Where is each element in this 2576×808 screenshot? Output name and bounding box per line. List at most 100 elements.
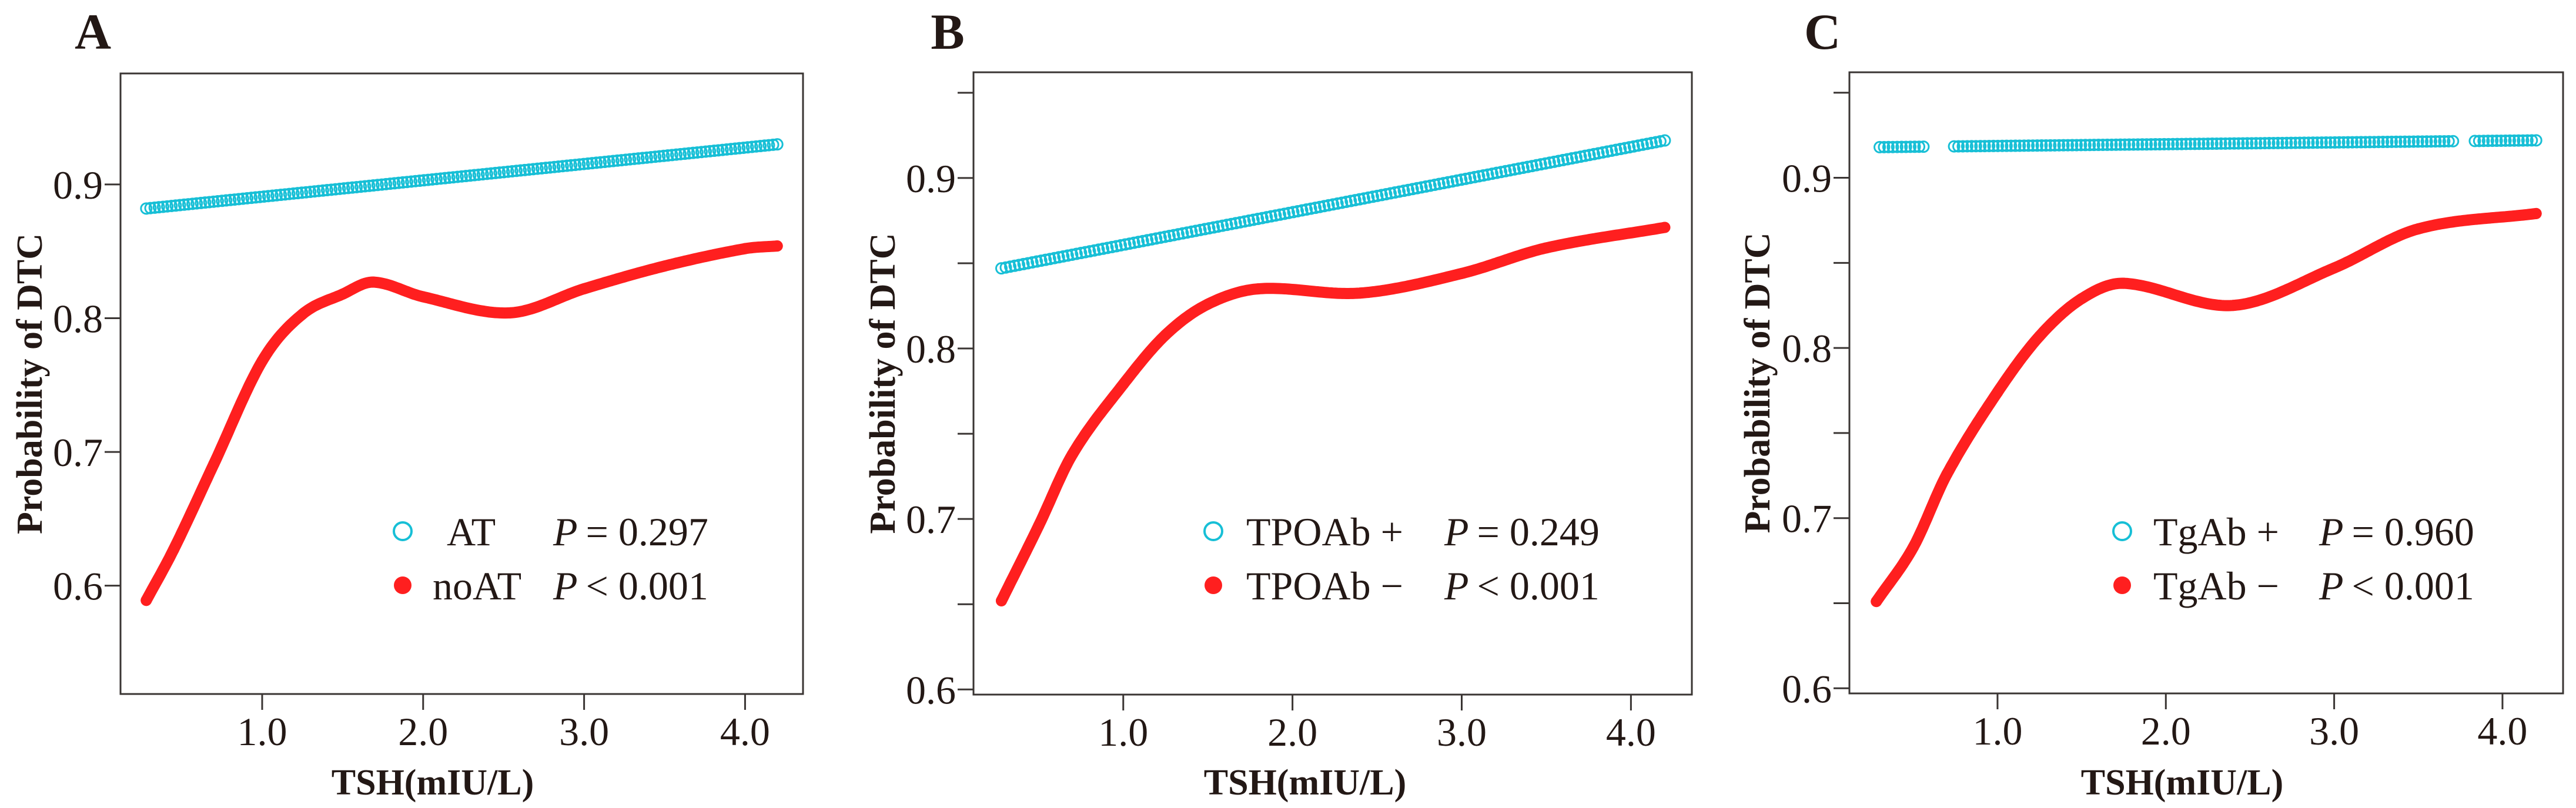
- data-point: [1048, 252, 1061, 264]
- data-point: [208, 458, 220, 470]
- data-point: [144, 202, 157, 214]
- data-point: [460, 170, 473, 183]
- data-point: [1026, 256, 1039, 269]
- data-point: [350, 180, 363, 193]
- data-point: [1904, 140, 1917, 153]
- data-point: [1216, 219, 1229, 232]
- data-point: [1446, 175, 1459, 188]
- data-point: [354, 180, 367, 193]
- data-point: [283, 187, 296, 200]
- y-tick-label: 0.9: [1782, 156, 1832, 201]
- data-point: [493, 166, 506, 179]
- data-point: [1057, 250, 1070, 263]
- data-point: [1965, 140, 1978, 153]
- legend: TgAb + P = 0.960 TgAb − P < 0.001: [2112, 509, 2474, 608]
- data-point: [156, 200, 169, 213]
- data-point: [2302, 136, 2315, 149]
- data-point: [1247, 213, 1260, 226]
- data-point: [1031, 255, 1043, 268]
- data-point: [1313, 200, 1326, 213]
- legend-marker-filled-circle: [394, 576, 412, 594]
- data-point: [2075, 139, 2087, 152]
- data-point: [249, 191, 262, 204]
- data-point: [1318, 200, 1331, 213]
- data-point: [501, 165, 514, 178]
- panel-letter: B: [931, 4, 964, 60]
- data-point: [1088, 244, 1100, 257]
- data-point: [1974, 140, 1987, 153]
- data-point: [1008, 259, 1021, 272]
- data-point: [548, 160, 561, 173]
- y-axis-title: Probability of DTC: [1738, 232, 1778, 533]
- data-point: [704, 145, 717, 157]
- p-symbol: P: [553, 509, 578, 554]
- data-point: [657, 149, 670, 162]
- data-point: [456, 170, 468, 183]
- data-point: [1194, 223, 1207, 236]
- data-point: [1150, 232, 1163, 245]
- data-point: [1411, 182, 1424, 195]
- data-point: [1420, 180, 1433, 193]
- data-point: [1354, 287, 1366, 299]
- plot-frame: [119, 72, 804, 695]
- data-point: [1380, 187, 1393, 200]
- data-point: [1278, 207, 1291, 220]
- data-point: [678, 147, 691, 160]
- p-value-text: = 0.960: [2352, 509, 2474, 554]
- y-tick-label: 0.9: [906, 156, 956, 201]
- data-point: [1287, 206, 1300, 219]
- data-point: [1043, 253, 1056, 266]
- data-point: [2433, 135, 2446, 148]
- data-point: [257, 190, 270, 203]
- data-point: [203, 196, 216, 209]
- data-point: [2368, 136, 2381, 149]
- data-point: [2039, 139, 2052, 152]
- data-point: [168, 544, 179, 555]
- data-point: [2416, 135, 2429, 148]
- data-point: [2530, 207, 2542, 219]
- data-point: [2337, 136, 2350, 149]
- data-point: [2031, 139, 2044, 152]
- data-point: [1486, 167, 1499, 180]
- series-1: [1871, 207, 2542, 608]
- data-point: [1424, 179, 1437, 192]
- data-point: [1406, 183, 1419, 196]
- data-point: [400, 176, 413, 189]
- x-tick-label: 1.0: [237, 709, 287, 754]
- data-point: [2105, 138, 2118, 151]
- data-point: [2341, 136, 2354, 149]
- data-point: [337, 289, 349, 300]
- data-point: [1570, 151, 1583, 164]
- panel-c: C 1.0 2.0 3.0 4.0 0.6 0.7 0.8 0.9 TSH(mIU/L) Proba…: [1738, 4, 2564, 803]
- data-point: [2512, 134, 2525, 147]
- data-point: [1253, 283, 1264, 294]
- data-point: [1083, 245, 1096, 258]
- data-point: [1070, 247, 1083, 260]
- data-point: [1118, 378, 1129, 390]
- data-point: [2175, 138, 2188, 150]
- data-point: [1650, 136, 1662, 149]
- x-tick-label: 3.0: [559, 709, 609, 754]
- data-point: [573, 158, 586, 171]
- legend-p-value: P = 0.249: [1444, 509, 1600, 554]
- data-point: [649, 150, 662, 163]
- data-point: [2398, 135, 2411, 148]
- data-point: [1477, 169, 1490, 182]
- data-point: [236, 192, 249, 205]
- data-point: [417, 291, 429, 303]
- data-point: [337, 182, 350, 195]
- data-point: [2517, 134, 2530, 147]
- data-point: [1952, 140, 1965, 153]
- data-point: [2403, 135, 2416, 148]
- data-point: [1022, 257, 1035, 270]
- data-point: [1659, 222, 1671, 233]
- data-point: [2530, 134, 2542, 147]
- data-point: [594, 156, 607, 169]
- data-point: [1066, 248, 1079, 261]
- data-point: [2145, 138, 2157, 151]
- data-point: [1525, 160, 1538, 173]
- data-point: [1163, 230, 1176, 243]
- data-point: [510, 165, 523, 177]
- data-point: [2486, 135, 2499, 147]
- data-point: [2525, 134, 2538, 147]
